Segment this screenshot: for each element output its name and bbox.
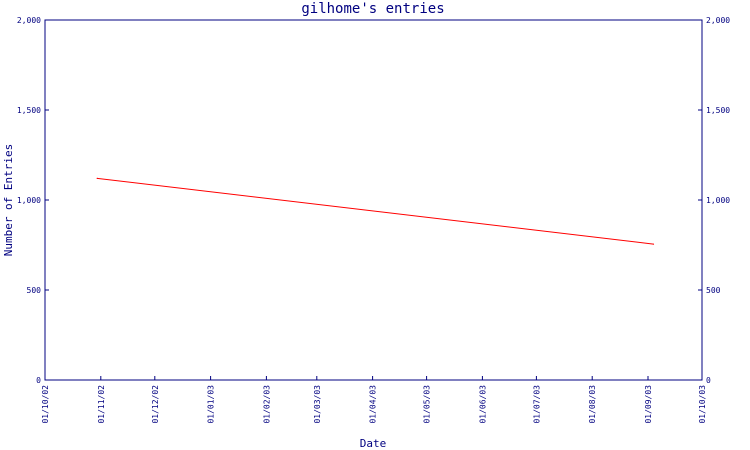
x-tick-label: 01/06/03 [478,385,487,424]
series-line [97,177,654,245]
x-axis: 01/10/02 01/11/02 01/12/02 01/01/03 01/02/03… [41,376,707,424]
data-point [652,243,655,245]
x-tick-label: 01/04/03 [369,385,378,424]
y-tick-label-right: 1,000 [706,196,730,205]
y-tick-label-right: 2,000 [706,16,730,25]
x-tick-label: 01/03/03 [313,385,322,424]
x-tick-label: 01/09/03 [644,385,653,424]
plot-frame [44,19,703,381]
series-group [96,177,655,245]
x-tick-label: 01/08/03 [588,385,597,424]
y-tick-label: 500 [27,286,42,295]
y-tick-label-right: 500 [706,286,721,295]
y-axis-right: 0 500 1,000 1,500 2,000 [698,16,730,385]
x-tick-label: 01/01/03 [207,385,216,424]
x-tick-label: 01/12/02 [151,385,160,424]
x-tick-label: 01/07/03 [532,385,541,424]
y-axis-left: 0 500 1,000 1,500 2,000 [17,16,49,385]
y-tick-label: 0 [36,376,41,385]
y-tick-label: 1,500 [17,106,41,115]
x-tick-label: 01/05/03 [423,385,432,424]
y-tick-label-right: 1,500 [706,106,730,115]
data-point [96,177,98,179]
y-tick-label: 2,000 [17,16,41,25]
x-tick-label: 01/10/03 [698,385,707,424]
chart-title: gilhome's entries [301,1,444,17]
x-tick-label: 01/11/02 [97,385,106,424]
x-axis-label: Date [360,437,387,450]
y-axis-label: Number of Entries [2,144,15,257]
x-tick-label: 01/02/03 [262,385,271,424]
y-tick-label-right: 0 [706,376,711,385]
x-tick-label: 01/10/02 [41,385,50,424]
y-tick-label: 1,000 [17,196,41,205]
